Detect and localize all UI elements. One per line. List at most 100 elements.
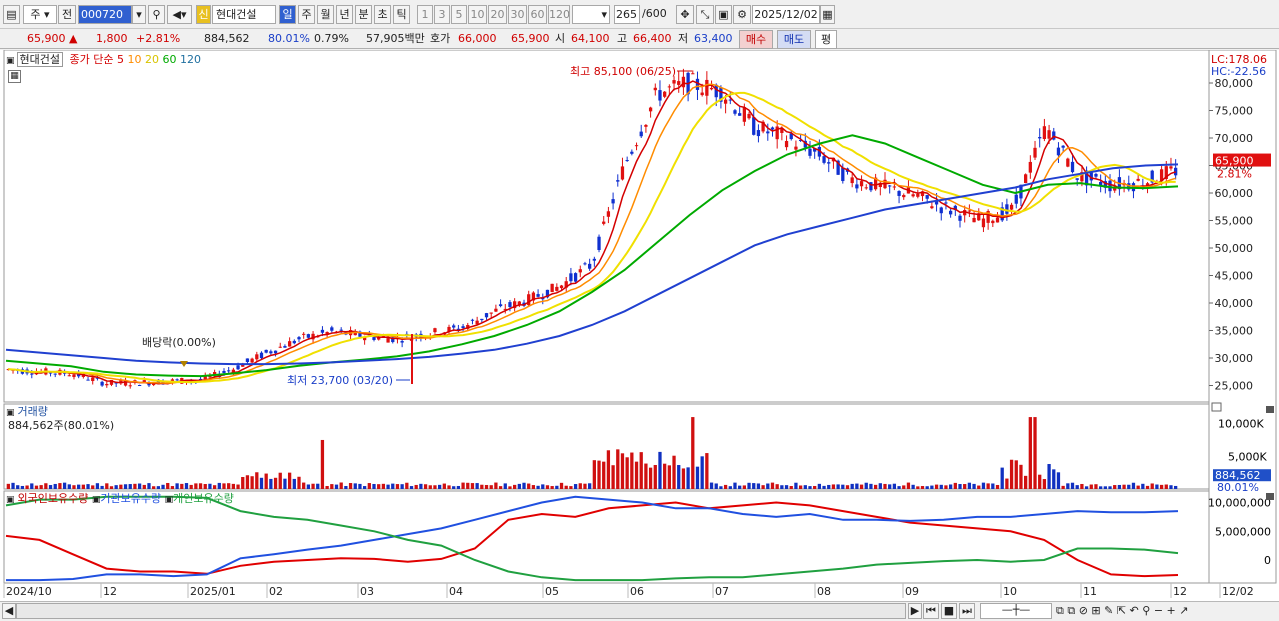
tick-button-5[interactable]: 5 [451,5,467,24]
calendar-icon[interactable]: ▦ [820,5,835,24]
rewind-icon[interactable]: ⏮ [923,603,939,619]
volume-bar [644,463,648,489]
candle-body [944,202,948,204]
scroll-right-icon[interactable]: ▶ [908,603,922,619]
high-value: 66,400 [633,32,672,45]
volume-bar [883,483,887,489]
period-select[interactable]: 주 ▾ [23,5,57,24]
volume-panel-close-icon [1211,402,1222,412]
volume-bar [334,484,339,489]
candle-body [780,128,784,133]
stop-icon[interactable]: ■ [941,603,957,619]
x-axis-label: 08 [817,585,831,598]
candle-body [330,327,334,331]
stock-code-input[interactable]: 000720 [78,5,132,24]
x-axis-label: 2025/01 [190,585,236,598]
candle-body [667,86,671,88]
buy-button[interactable]: 매수 [739,30,773,49]
draw-tool-icon[interactable]: ⤡ [696,5,714,24]
tick-button-30[interactable]: 30 [508,5,527,24]
zoom-slider[interactable]: —┼— [980,603,1052,619]
speaker-icon[interactable]: ◀▾ [167,5,192,24]
candle-body [545,289,550,298]
price-axis-label: 45,000 [1215,270,1254,283]
prev-button[interactable]: 전 [58,5,76,24]
avg-button[interactable]: 평 [815,30,837,49]
candle-body [212,372,217,376]
chart-svg[interactable]: 80,00075,00070,00065,00060,00055,00050,0… [0,49,1279,603]
date-input[interactable]: 2025/12/02 [752,5,820,24]
volume-bar [39,485,43,489]
candle-body [475,320,479,325]
volume-bar [944,485,948,489]
save-icon[interactable]: ▣ [715,5,732,24]
period-button-6[interactable]: 틱 [393,5,410,24]
volume-bar [1047,464,1051,489]
volume-axis-label: 5,000K [1228,450,1267,463]
candle-body [789,133,793,140]
volume-bar [1052,469,1056,489]
tick-button-20[interactable]: 20 [488,5,507,24]
volume-bar [1145,485,1150,489]
candle-body [841,167,845,182]
period-button-1[interactable]: 주 [298,5,315,24]
volume-bar [541,484,545,489]
scroll-track[interactable] [16,603,906,619]
period-button-0[interactable]: 일 [279,5,296,24]
candle-body [864,187,868,189]
volume-bar [606,450,611,489]
volume-bar [325,485,329,489]
table-icon[interactable]: ▦ [8,70,21,83]
candle-body [1174,167,1178,176]
period-button-2[interactable]: 월 [317,5,334,24]
candle-body [550,283,554,293]
holdings-axis-label: 10,000,000 [1208,497,1271,510]
volume-bar [803,485,807,489]
scroll-left-icon[interactable]: ◀ [2,603,16,619]
tick-button-120[interactable]: 120 [548,5,570,24]
volume-bar [316,483,320,489]
candle-body [198,378,203,381]
tick-dropdown[interactable]: ▾ [572,5,610,24]
volume-bar [920,486,925,489]
search-icon[interactable]: ⚲ [148,5,165,24]
volume-bar [452,486,456,489]
candle-body [466,325,470,329]
candle-body [1075,178,1079,180]
volume-bar [489,485,493,489]
chart-window-icon[interactable]: ▤ [3,5,20,24]
volume-bar [1122,484,1126,489]
forward-icon[interactable]: ⏭ [959,603,975,619]
tick-button-3[interactable]: 3 [434,5,450,24]
volume-axis-current: 884,562 [1215,469,1261,482]
volume-value-box [1213,469,1271,482]
count-input[interactable]: 265 [614,5,640,24]
candle-body [1099,181,1103,187]
volume-bar [752,483,756,489]
volume-bar [34,485,39,489]
period-button-4[interactable]: 분 [355,5,372,24]
crosshair-icon[interactable]: ✥ [676,5,694,24]
volume-bar [517,483,521,489]
ma-60-line [5,134,1179,378]
volume-bar [62,482,67,489]
sell-button[interactable]: 매도 [777,30,811,49]
gear-icon[interactable]: ⚙ [733,5,751,24]
volume-bar [780,485,784,489]
period-button-3[interactable]: 년 [336,5,353,24]
tick-button-60[interactable]: 60 [528,5,547,24]
tick-button-10[interactable]: 10 [468,5,487,24]
volume-bar [236,484,240,489]
volume-bar [536,485,540,489]
candle-body [30,373,34,375]
volume-bar [466,482,470,489]
zoom-tools-icon[interactable]: ⧉ ⧉ ⊘ ⊞ ✎ ⇱ ↶ ⚲ − + ↗ [1056,604,1189,617]
chart-area[interactable]: 80,00075,00070,00065,00060,00055,00050,0… [0,49,1279,603]
candle-body [1169,166,1173,169]
volume-bar [602,461,606,489]
volume-bar [273,477,278,489]
tick-button-1[interactable]: 1 [417,5,433,24]
period-button-5[interactable]: 초 [374,5,391,24]
code-dropdown-icon[interactable]: ▾ [132,5,146,24]
bottom-scrollbar[interactable]: ◀ ▶ ⏮ ■ ⏭ —┼— ⧉ ⧉ ⊘ ⊞ ✎ ⇱ ↶ ⚲ − + ↗ [0,601,1279,621]
